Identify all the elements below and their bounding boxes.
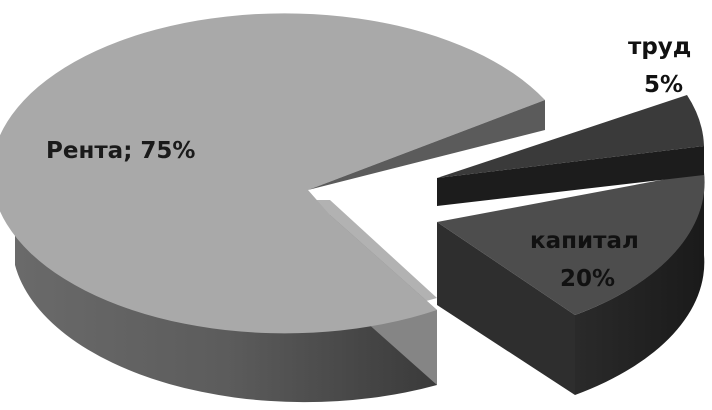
slice-capital-side <box>437 222 575 395</box>
slice-rent: Рента; 75% <box>0 13 545 403</box>
slice-rent-label: Рента; 75% <box>46 138 195 164</box>
slice-capital-label-value: 20% <box>560 266 615 292</box>
slice-rent-top <box>0 13 545 334</box>
slice-capital-side-outer <box>575 178 705 395</box>
slice-capital: капитал 20% <box>437 172 705 395</box>
slice-capital-label-name: капитал <box>530 228 639 254</box>
slice-labor-top <box>437 95 704 178</box>
slice-rent-side <box>15 190 437 403</box>
slice-labor-label-name: труд <box>628 34 691 60</box>
slice-labor: труд 5% <box>437 34 704 206</box>
slice-rent-side-top <box>308 100 545 190</box>
slice-labor-label-value: 5% <box>644 72 683 98</box>
slice-capital-top <box>437 172 705 315</box>
slice-labor-side <box>437 146 704 206</box>
